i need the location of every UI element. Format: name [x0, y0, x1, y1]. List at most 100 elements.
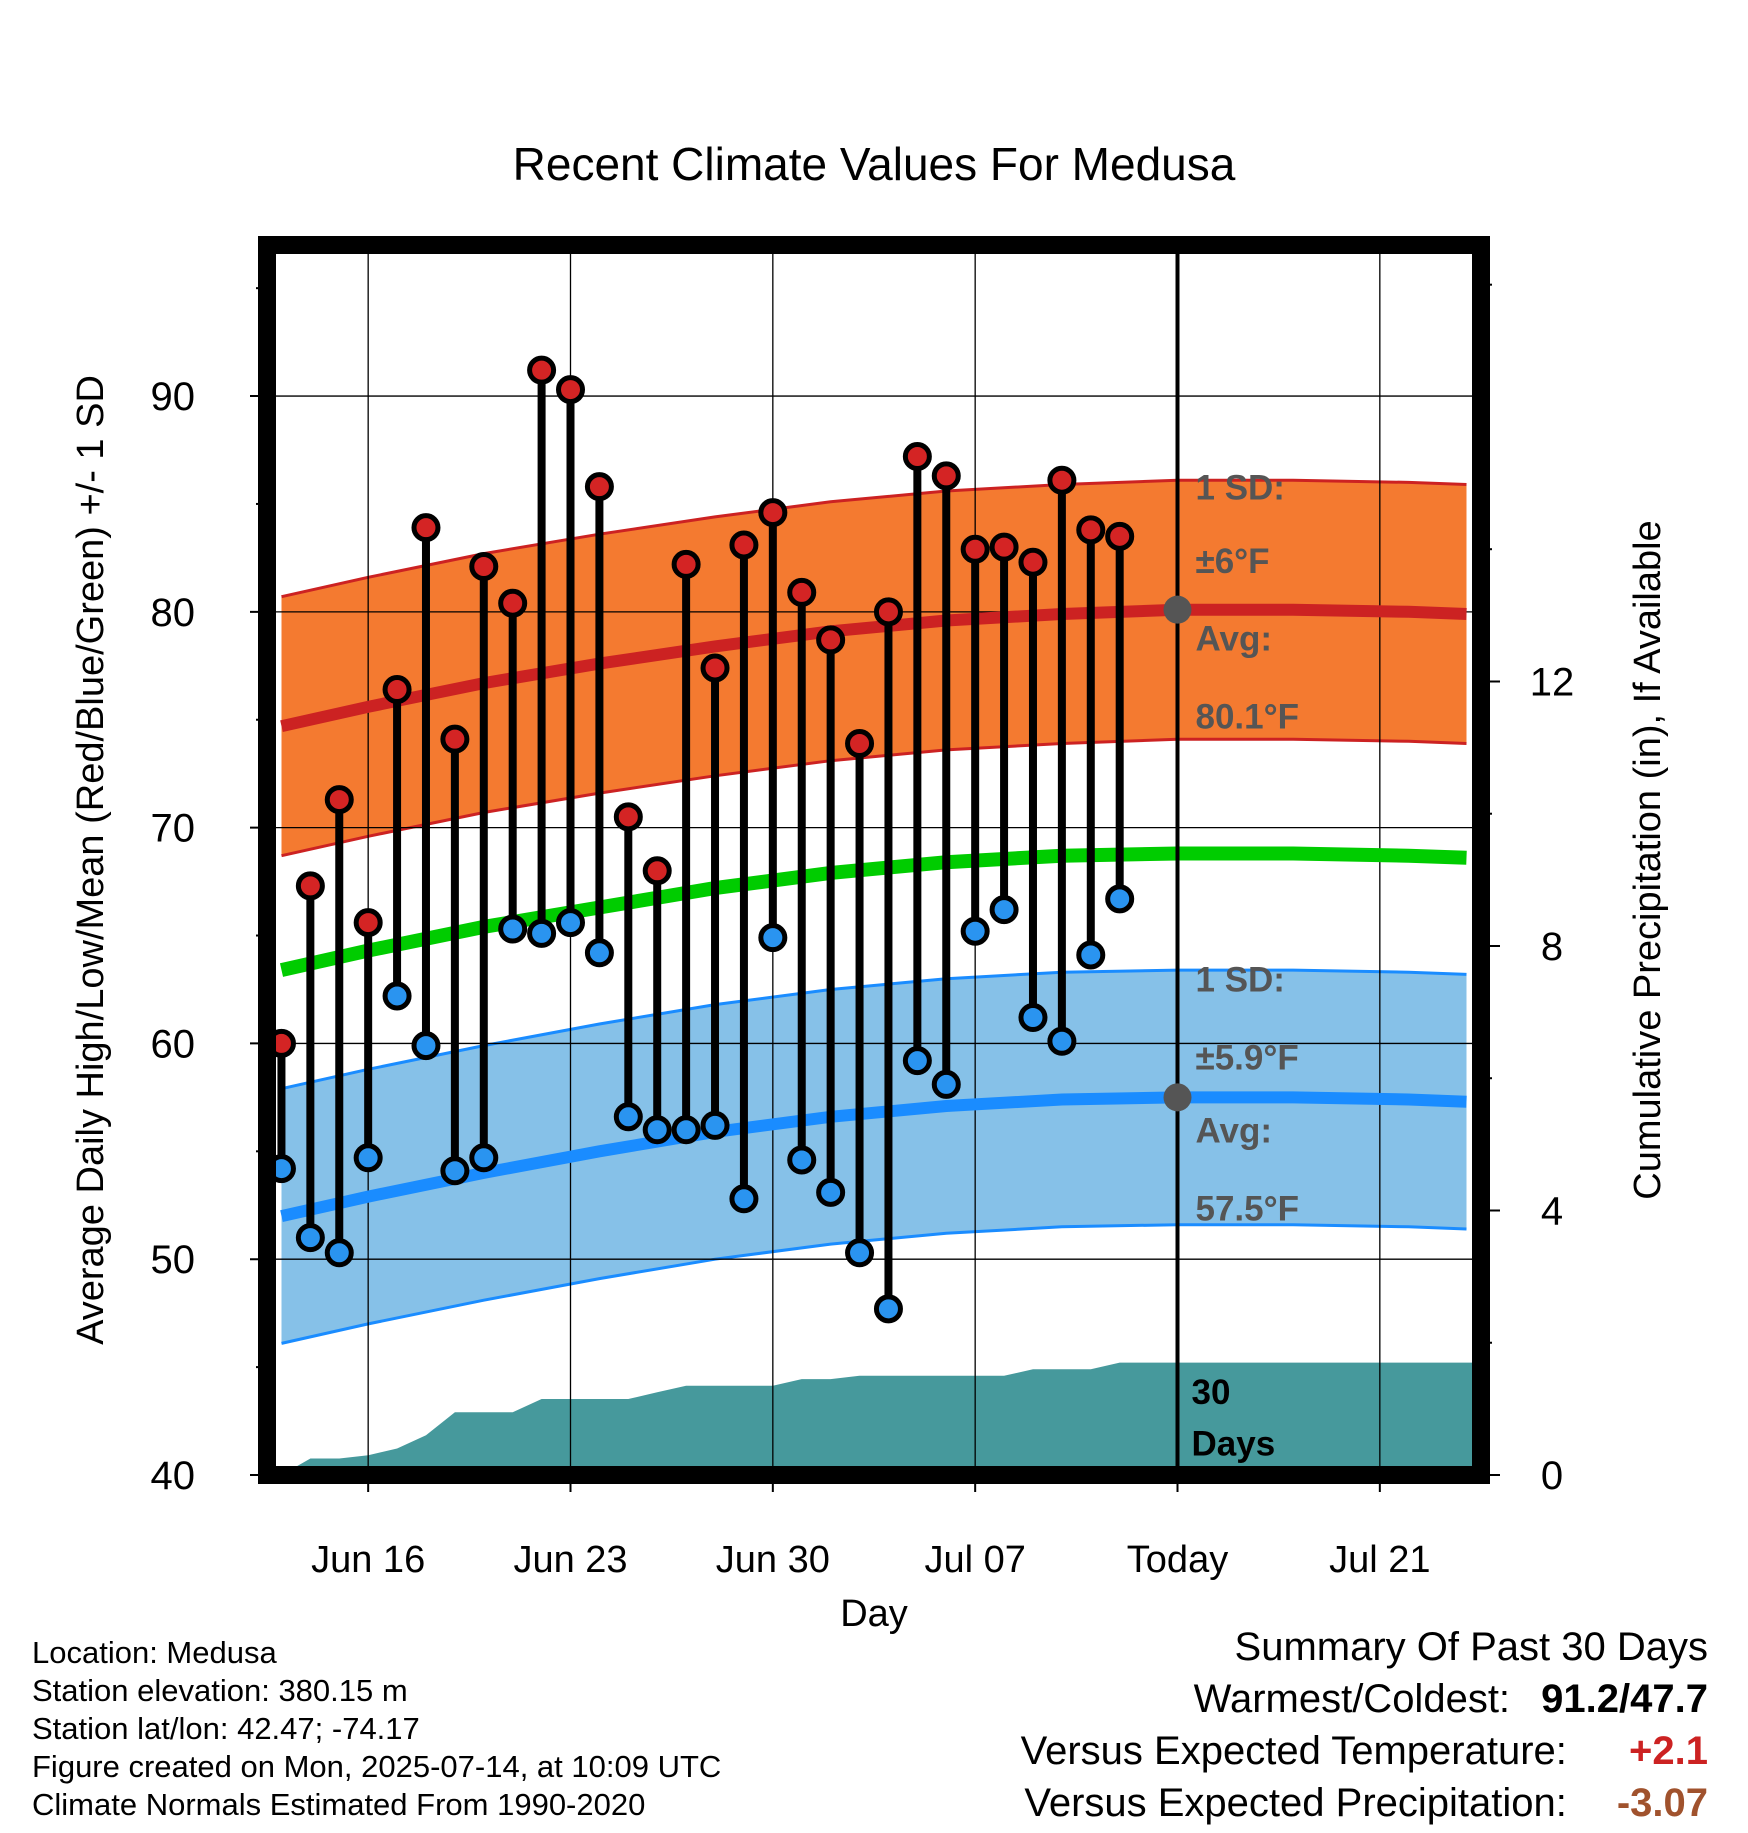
daily-high-point [324, 785, 354, 815]
daily-low-point [873, 1294, 903, 1324]
days-word-label: Days [1192, 1425, 1276, 1464]
low-avg-value: 57.5°F [1196, 1189, 1300, 1228]
temp-label: Versus Expected Temperature: [1020, 1729, 1567, 1773]
daily-low-point [1076, 940, 1106, 970]
daily-low-point [295, 1223, 325, 1253]
y-tick-label: 90 [151, 375, 196, 419]
daily-high-point [787, 577, 817, 607]
daily-low-point [324, 1238, 354, 1268]
daily-low-point [498, 914, 528, 944]
daily-high-point [411, 513, 441, 543]
daily-low-point [584, 938, 614, 968]
daily-low-point [382, 981, 412, 1011]
warm-cold-label: Warmest/Coldest: [1193, 1677, 1511, 1721]
daily-low-point [411, 1031, 441, 1061]
low-avg-label: Avg: [1196, 1112, 1272, 1151]
daily-high-point [642, 856, 672, 886]
daily-high-point [873, 597, 903, 627]
daily-low-point [902, 1046, 932, 1076]
daily-high-point [729, 530, 759, 560]
daily-low-point [758, 923, 788, 953]
daily-high-point [527, 355, 557, 385]
today-high-avg-marker [1163, 595, 1192, 624]
y2-tick-label: 8 [1541, 925, 1563, 969]
daily-low-point [816, 1177, 846, 1207]
low-sd-band [281, 970, 1467, 1344]
created-text: Figure created on Mon, 2025-07-14, at 10… [32, 1749, 722, 1784]
today-low-avg-marker [1163, 1083, 1192, 1112]
daily-low-point [556, 908, 585, 938]
daily-high-point [1018, 547, 1048, 577]
daily-low-point [353, 1143, 383, 1173]
low-sd-label: 1 SD: [1196, 961, 1285, 1000]
days-number-label: 30 [1192, 1373, 1231, 1412]
daily-high-point [1105, 521, 1135, 551]
chart-title: Recent Climate Values For Medusa [513, 138, 1236, 190]
daily-high-point [382, 675, 412, 705]
high-sd-label: 1 SD: [1196, 469, 1285, 508]
high-sd-band-upper-edge [281, 478, 1467, 599]
x-axis-label: Day [840, 1593, 908, 1635]
daily-high-point [960, 534, 990, 564]
precip-value: -3.07 [1616, 1781, 1708, 1825]
high-sd-band [281, 480, 1467, 856]
daily-low-point [845, 1238, 875, 1268]
normals-text: Climate Normals Estimated From 1990-2020 [32, 1787, 646, 1822]
y-axis-label: Average Daily High/Low/Mean (Red/Blue/Gr… [70, 375, 112, 1345]
cumulative-precip-area [281, 1362, 1481, 1475]
y-tick-label: 50 [151, 1238, 196, 1282]
daily-high-point [671, 549, 701, 579]
temp-row: Versus Expected Temperature: +2.1 [1021, 1729, 1708, 1781]
high-sd-value: ±6°F [1196, 542, 1270, 581]
daily-low-point [989, 895, 1019, 925]
daily-low-point [613, 1102, 643, 1132]
y-tick-label: 40 [151, 1454, 196, 1498]
daily-high-point [902, 441, 932, 471]
summary-panel: Summary Of Past 30 Days Warmest/Coldest:… [1021, 1625, 1708, 1833]
y2-axis-label: Cumulative Precipitation (in), If Availa… [1627, 520, 1669, 1199]
station-info: Location: Medusa Station elevation: 380.… [32, 1634, 721, 1824]
temp-value: +2.1 [1629, 1729, 1708, 1773]
daily-high-point [295, 871, 325, 901]
x-tick-label: Jun 23 [513, 1539, 627, 1581]
daily-low-point [440, 1156, 470, 1186]
plot-area: 1 SD: ±6°F Avg: 80.1°F 1 SD: ±5.9°F Avg: 57.5°F… [151, 236, 1575, 1581]
daily-low-point [729, 1184, 759, 1214]
y2-tick-label: 4 [1541, 1189, 1563, 1233]
low-sd-value: ±5.9°F [1196, 1038, 1299, 1077]
daily-high-point [613, 802, 643, 832]
daily-low-point [469, 1143, 499, 1173]
daily-high-point [1076, 515, 1106, 545]
daily-high-point [758, 498, 788, 528]
daily-high-point [989, 532, 1019, 562]
x-tick-label: Today [1127, 1539, 1228, 1581]
warm-cold-row: Warmest/Coldest: 91.2/47.7 [1021, 1677, 1708, 1729]
x-tick-label: Jun 30 [716, 1539, 830, 1581]
daily-high-point [845, 728, 875, 758]
y-tick-label: 80 [151, 591, 196, 635]
high-avg-value: 80.1°F [1196, 697, 1300, 736]
daily-high-point [1047, 465, 1077, 495]
x-tick-label: Jul 21 [1329, 1539, 1430, 1581]
y2-tick-label: 0 [1541, 1454, 1563, 1498]
x-tick-label: Jun 16 [311, 1539, 425, 1581]
warm-cold-value: 91.2/47.7 [1541, 1677, 1708, 1721]
daily-low-point [1105, 884, 1135, 914]
daily-low-point [1047, 1026, 1077, 1056]
daily-high-point [469, 552, 499, 582]
daily-high-point [931, 461, 961, 491]
y2-tick-label: 12 [1530, 660, 1575, 704]
daily-low-point [700, 1110, 730, 1140]
daily-high-point [498, 588, 528, 618]
location-text: Location: Medusa [32, 1635, 277, 1670]
daily-low-point [931, 1069, 961, 1099]
high-avg-label: Avg: [1196, 620, 1272, 659]
daily-high-point [816, 625, 846, 655]
plot-frame [258, 236, 1490, 1484]
elevation-text: Station elevation: 380.15 m [32, 1673, 408, 1708]
daily-high-point [353, 908, 383, 938]
x-tick-label: Jul 07 [924, 1539, 1025, 1581]
daily-low-point [642, 1115, 672, 1145]
latlon-text: Station lat/lon: 42.47; -74.17 [32, 1711, 420, 1746]
